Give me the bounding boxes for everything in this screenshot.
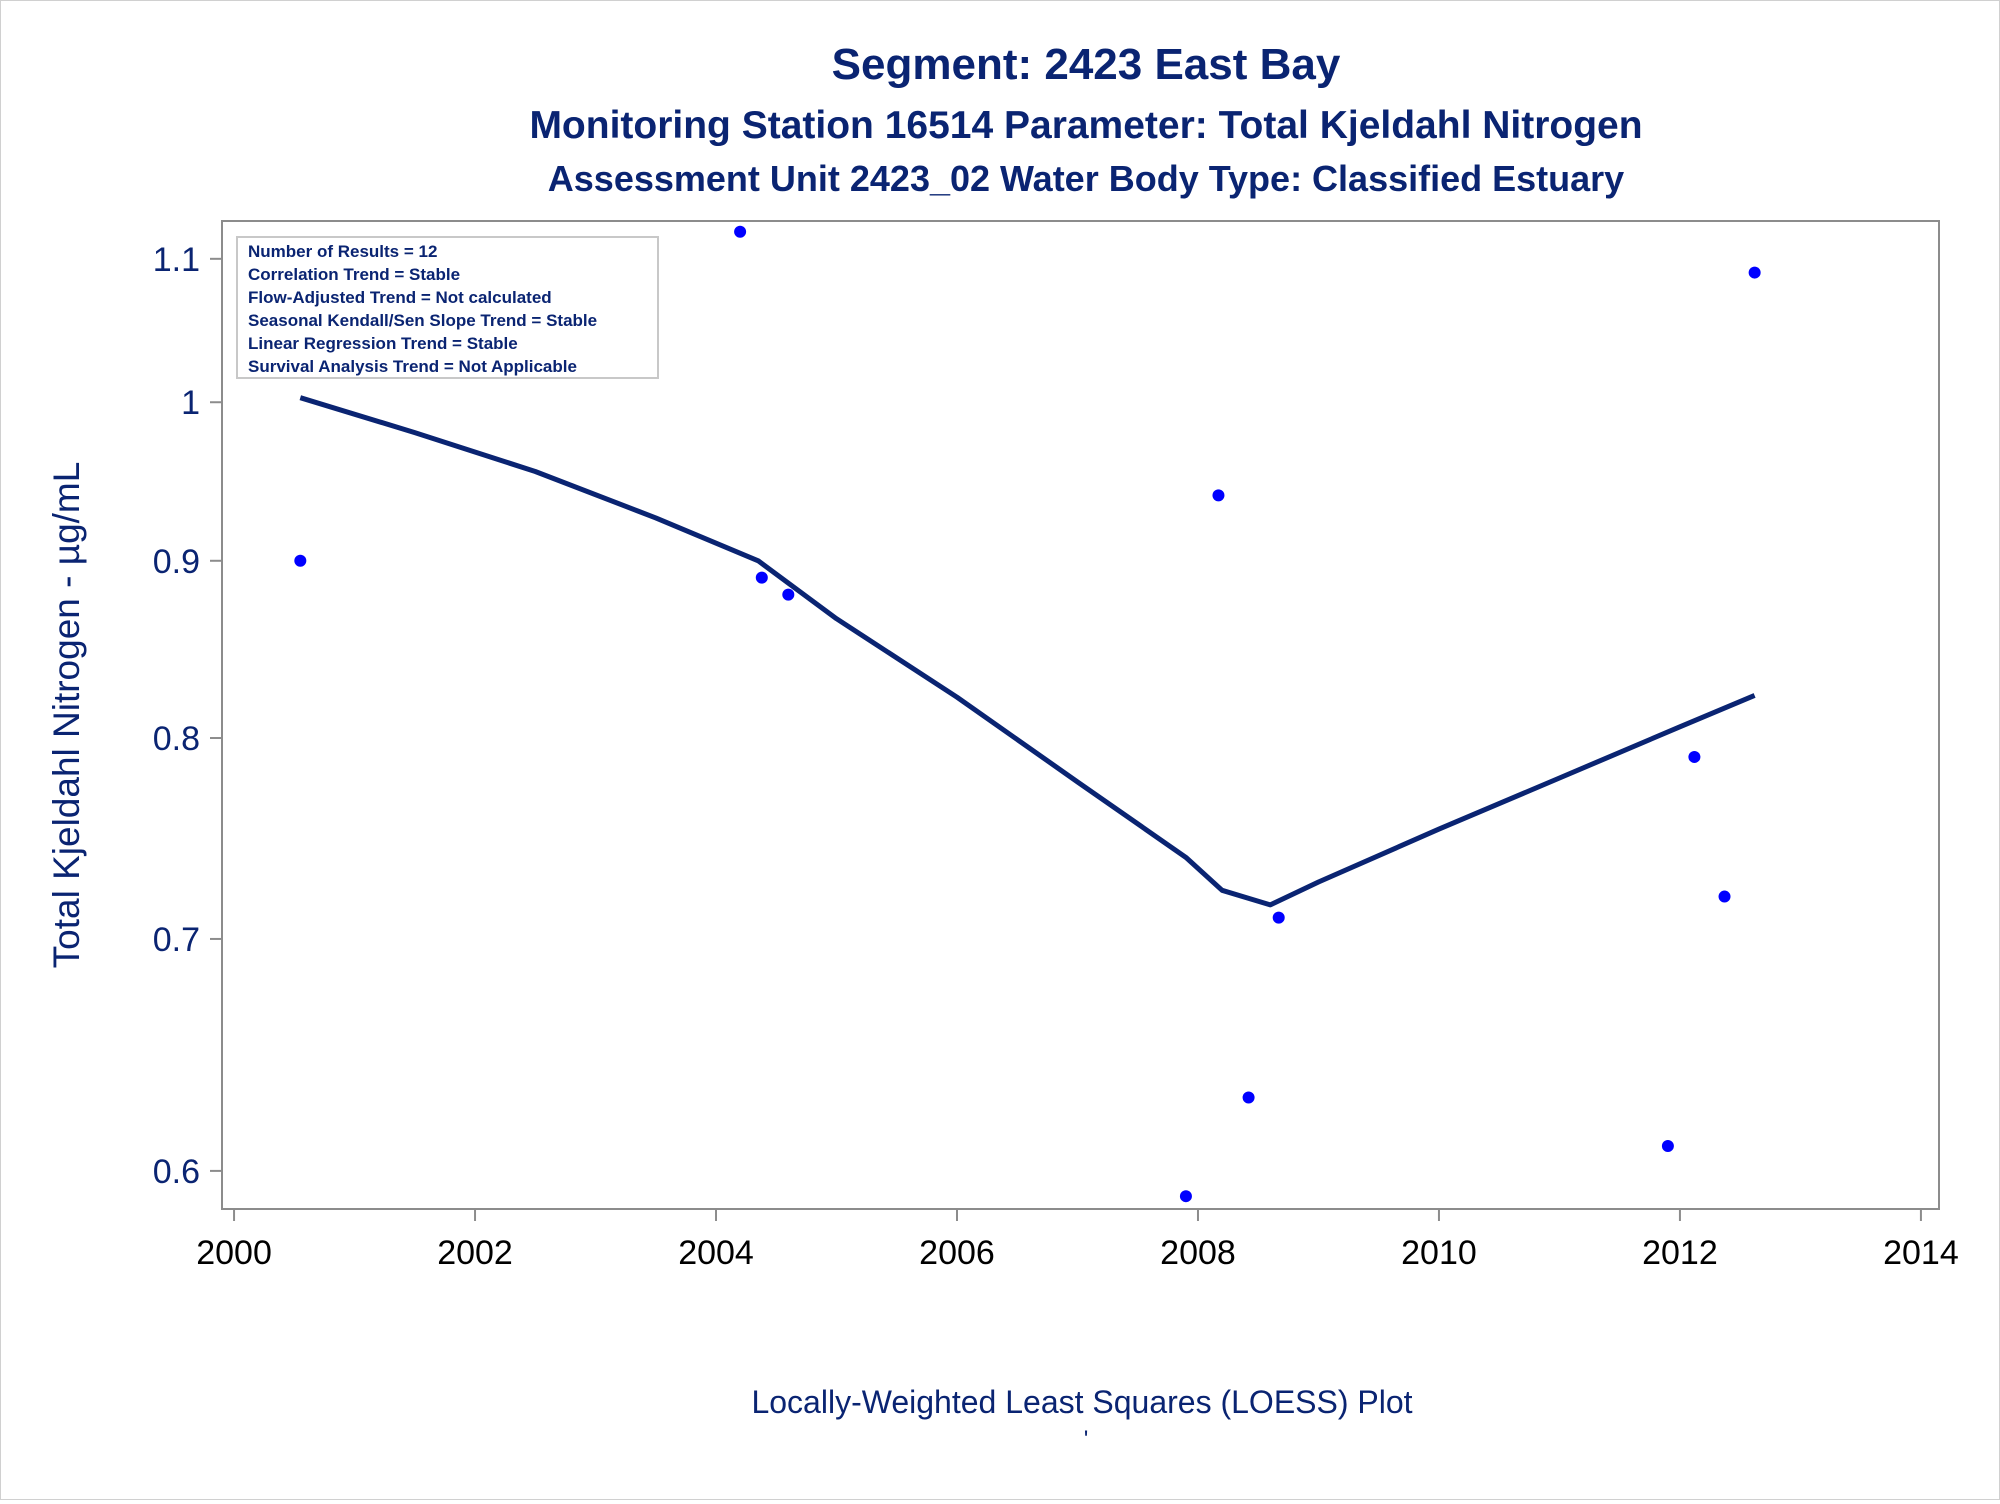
series-layer <box>294 225 1761 1203</box>
stats-line: Number of Results = 12 <box>248 242 437 261</box>
y-tick-label: 1 <box>181 384 200 422</box>
stats-line: Flow-Adjusted Trend = Not calculated <box>248 288 552 307</box>
stats-line: Seasonal Kendall/Sen Slope Trend = Stabl… <box>248 311 597 330</box>
chart-subtitle-1: Monitoring Station 16514 Parameter: Tota… <box>529 104 1642 147</box>
y-tick-label: 0.8 <box>153 720 200 758</box>
x-tick-label: 2002 <box>437 1234 513 1272</box>
data-point <box>1688 750 1701 763</box>
x-tick-label: 2012 <box>1642 1234 1718 1272</box>
x-tick-label: 2004 <box>678 1234 754 1272</box>
y-axis: 0.6 0.7 0.8 0.9 1 1.1 <box>153 241 222 1191</box>
chart-footnote-mark: ' <box>1084 1426 1089 1453</box>
data-point <box>755 571 768 584</box>
x-tick-label: 2006 <box>919 1234 995 1272</box>
x-tick-label: 2014 <box>1883 1234 1959 1272</box>
chart-footnote: Locally-Weighted Least Squares (LOESS) P… <box>751 1384 1412 1420</box>
data-point <box>1748 266 1761 279</box>
y-tick-label: 1.1 <box>153 241 200 279</box>
stats-box: Number of Results = 12 Correlation Trend… <box>236 236 659 379</box>
data-point <box>1179 1190 1192 1203</box>
stats-line: Survival Analysis Trend = Not Applicable <box>248 357 577 376</box>
data-point <box>782 588 795 601</box>
y-axis-label: Total Kjeldahl Nitrogen - µg/mL <box>46 462 87 969</box>
x-tick-label: 2010 <box>1401 1234 1477 1272</box>
data-point <box>1661 1140 1674 1153</box>
y-tick-label: 0.9 <box>153 543 200 581</box>
stats-line: Linear Regression Trend = Stable <box>248 334 518 353</box>
x-tick-label: 2008 <box>1160 1234 1236 1272</box>
data-point <box>1212 489 1225 502</box>
plot-area <box>221 220 1940 1210</box>
data-point <box>1272 911 1285 924</box>
y-tick-label: 0.6 <box>153 1153 200 1191</box>
chart-subtitle-2: Assessment Unit 2423_02 Water Body Type:… <box>548 158 1624 199</box>
data-point <box>734 225 747 238</box>
stats-box-frame <box>236 236 659 379</box>
x-tick-label: 2000 <box>196 1234 272 1272</box>
chart-title: Segment: 2423 East Bay <box>832 40 1341 89</box>
data-point <box>1242 1091 1255 1104</box>
data-point <box>1718 890 1731 903</box>
loess-curve <box>299 395 1756 908</box>
data-point <box>294 554 307 567</box>
x-axis: 2000 2002 2004 2006 2008 2010 2012 2014 <box>196 1209 1959 1272</box>
stats-line: Correlation Trend = Stable <box>248 265 460 284</box>
y-tick-label: 0.7 <box>153 921 200 959</box>
